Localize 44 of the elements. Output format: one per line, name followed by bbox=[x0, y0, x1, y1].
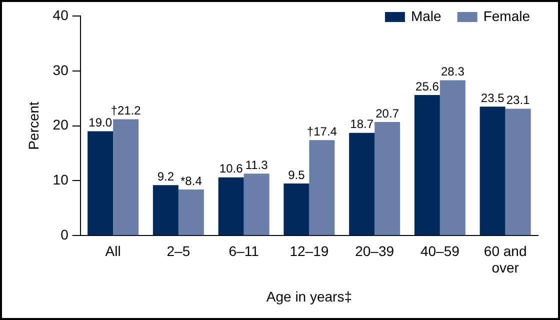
data-label: 10.6 bbox=[219, 162, 244, 176]
x-tick-label: All bbox=[105, 242, 121, 259]
bar bbox=[414, 95, 440, 236]
x-tick-label: 2–5 bbox=[166, 242, 190, 259]
data-label: 9.5 bbox=[288, 168, 306, 182]
bar bbox=[218, 177, 244, 236]
x-tick-label: 60 and over bbox=[484, 242, 527, 276]
data-label: 19.0 bbox=[88, 116, 112, 130]
data-label: 11.3 bbox=[245, 158, 268, 172]
data-label: 23.5 bbox=[480, 90, 505, 105]
data-label: 9.2 bbox=[157, 169, 174, 184]
data-label: *8.4 bbox=[180, 174, 202, 188]
y-axis-title: Percent bbox=[25, 102, 42, 150]
y-tick-label: 30 bbox=[52, 62, 69, 78]
bar bbox=[178, 189, 204, 236]
data-label: 23.1 bbox=[506, 93, 530, 108]
bar bbox=[374, 122, 400, 236]
x-tick-label: 40–59 bbox=[420, 242, 460, 259]
bar bbox=[480, 106, 506, 236]
bar bbox=[88, 131, 114, 236]
bar bbox=[309, 140, 335, 236]
data-label: 20.7 bbox=[376, 106, 400, 120]
bar bbox=[113, 119, 139, 236]
x-tick-label: 20–39 bbox=[355, 242, 394, 259]
y-tick-label: 20 bbox=[52, 116, 69, 133]
x-tick-label: 6–11 bbox=[228, 242, 260, 259]
bar bbox=[349, 132, 375, 236]
bar bbox=[284, 183, 310, 236]
y-tick-label: 0 bbox=[60, 226, 69, 242]
y-tick-label: 10 bbox=[52, 172, 69, 188]
data-label: 18.7 bbox=[350, 117, 374, 132]
data-label: †17.4 bbox=[306, 124, 338, 138]
bar bbox=[505, 108, 531, 236]
data-label: 28.3 bbox=[441, 64, 465, 79]
legend-label: Male bbox=[410, 8, 442, 24]
bar bbox=[152, 185, 178, 236]
x-tick-label: 12–19 bbox=[290, 242, 329, 259]
data-label: †21.2 bbox=[110, 104, 142, 118]
y-tick-label: 40 bbox=[52, 6, 69, 23]
data-label: 25.6 bbox=[416, 79, 440, 94]
x-axis-title: Age in years‡ bbox=[266, 288, 352, 304]
bar bbox=[244, 174, 270, 236]
legend-label: Female bbox=[483, 8, 530, 24]
bar bbox=[440, 80, 466, 236]
